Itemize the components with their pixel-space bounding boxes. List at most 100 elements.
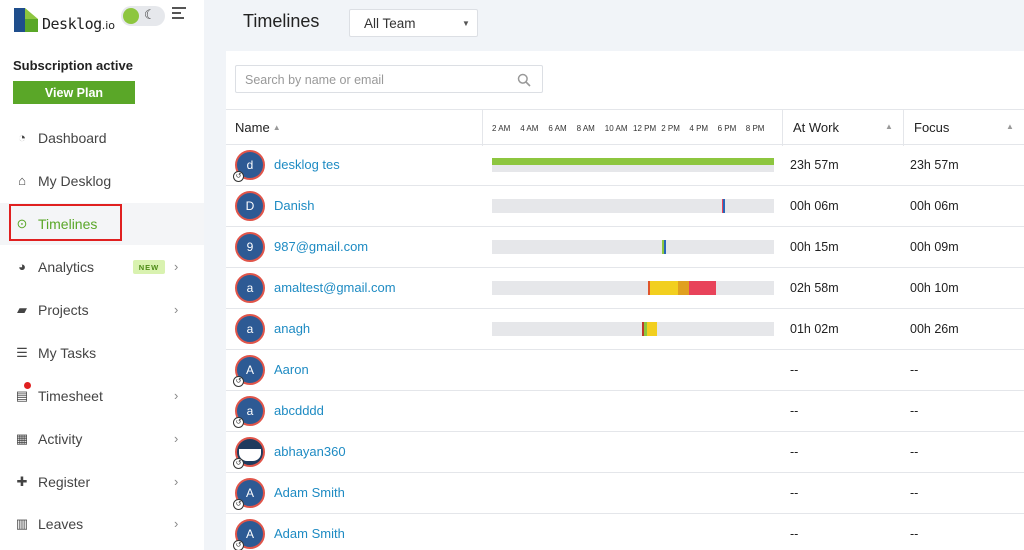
collapse-menu-icon[interactable] bbox=[172, 6, 188, 20]
timesheet-icon: ▤ bbox=[15, 388, 29, 403]
avatar[interactable]: 9 bbox=[235, 232, 265, 262]
avatar-initial: d bbox=[246, 158, 254, 172]
tasks-icon: ☰ bbox=[16, 345, 28, 360]
timeline-segment[interactable] bbox=[647, 322, 657, 336]
search-box[interactable] bbox=[235, 65, 543, 93]
sidebar-item-label: My Desklog bbox=[38, 173, 112, 189]
search-input[interactable] bbox=[245, 71, 505, 89]
history-icon: ↺ bbox=[233, 376, 244, 387]
user-name-link[interactable]: anagh bbox=[274, 321, 311, 336]
atwork-column-header[interactable]: At Work bbox=[793, 120, 839, 135]
sort-icon[interactable]: ▲ bbox=[885, 122, 893, 131]
sidebar-item-leaves[interactable]: ▥ Leaves › bbox=[0, 503, 204, 545]
sort-asc-icon: ▲ bbox=[272, 123, 281, 132]
sort-icon[interactable]: ▲ bbox=[1006, 122, 1014, 131]
timeline-bar[interactable] bbox=[492, 322, 774, 336]
table-row[interactable]: d ↺ desklog tes 23h 57m 23h 57m bbox=[226, 145, 1024, 186]
theme-toggle[interactable]: ☾ bbox=[121, 6, 165, 26]
timeline-segment[interactable] bbox=[644, 322, 648, 336]
user-name-link[interactable]: Adam Smith bbox=[274, 526, 345, 541]
table-row[interactable]: A ↺ Aaron -- -- bbox=[226, 350, 1024, 391]
chevron-right-icon: › bbox=[174, 516, 179, 531]
user-name-link[interactable]: abhayan360 bbox=[274, 444, 346, 459]
avatar[interactable]: a bbox=[235, 273, 265, 303]
search-icon[interactable] bbox=[517, 73, 531, 87]
hour-label: 12 PM bbox=[633, 124, 657, 133]
table-row[interactable]: A ↺ Adam Smith -- -- bbox=[226, 473, 1024, 514]
name-column-header[interactable]: Name ▲ bbox=[235, 120, 281, 135]
user-name-link[interactable]: 987@gmail.com bbox=[274, 239, 369, 254]
avatar[interactable]: a bbox=[235, 314, 265, 344]
focus-column-header[interactable]: Focus bbox=[914, 120, 950, 135]
table-row[interactable]: a amaltest@gmail.com 02h 58m 00h 10m bbox=[226, 268, 1024, 309]
avatar-initial: A bbox=[245, 527, 254, 541]
avatar-initial: 9 bbox=[246, 240, 254, 254]
brand-logo[interactable]: Desklog.io bbox=[14, 8, 204, 34]
timeline-bar[interactable] bbox=[492, 158, 774, 172]
avatar-initial: a bbox=[246, 281, 254, 295]
page-title: Timelines bbox=[243, 11, 320, 31]
timeline-segment[interactable] bbox=[721, 199, 724, 213]
timeline-segment[interactable] bbox=[648, 281, 650, 295]
at-work-value: -- bbox=[790, 363, 799, 377]
hour-label: 4 PM bbox=[689, 124, 709, 133]
view-plan-button[interactable]: View Plan bbox=[13, 81, 135, 104]
hour-scale: 2 AM 4 AM 6 AM 8 AM 10 AM 12 PM 2 PM 4 PM 6 PM 8 … bbox=[492, 124, 776, 136]
user-name-link[interactable]: desklog tes bbox=[274, 157, 340, 172]
timeline-bar[interactable] bbox=[492, 281, 774, 295]
chevron-right-icon: › bbox=[174, 388, 179, 403]
hour-label: 6 PM bbox=[717, 124, 737, 133]
table-row[interactable]: 9 987@gmail.com 00h 15m 00h 09m bbox=[226, 227, 1024, 268]
sidebar-item-register[interactable]: ✚ Register › bbox=[0, 461, 204, 503]
timeline-bar[interactable] bbox=[492, 199, 774, 213]
at-work-value: 00h 06m bbox=[790, 199, 839, 213]
dashboard-icon: ◔ bbox=[18, 130, 26, 145]
hour-label: 8 PM bbox=[745, 124, 765, 133]
sidebar-item-timelines[interactable]: ⊙ Timelines bbox=[0, 203, 204, 245]
table-row[interactable]: a ↺ abcdddd -- -- bbox=[226, 391, 1024, 432]
hour-label: 2 PM bbox=[661, 124, 680, 133]
sidebar-item-my-tasks[interactable]: ☰ My Tasks bbox=[0, 332, 204, 374]
user-name-link[interactable]: abcdddd bbox=[274, 403, 324, 418]
timeline-segment[interactable] bbox=[662, 240, 664, 254]
timeline-segment[interactable] bbox=[649, 281, 679, 295]
sidebar-item-analytics[interactable]: ◕ Analytics › bbox=[0, 246, 204, 288]
timeline-segment[interactable] bbox=[642, 322, 645, 336]
sidebar-item-dashboard[interactable]: ◔ Dashboard bbox=[0, 117, 204, 159]
table-row[interactable]: D Danish 00h 06m 00h 06m bbox=[226, 186, 1024, 227]
timeline-segment[interactable] bbox=[678, 281, 690, 295]
sidebar-item-label: Leaves bbox=[38, 516, 84, 532]
highlight-box bbox=[9, 204, 122, 241]
team-select[interactable]: All Team ▼ bbox=[349, 9, 478, 37]
clock-icon: ⊙ bbox=[16, 216, 28, 231]
sidebar-item-projects[interactable]: ▰ Projects › bbox=[0, 289, 204, 331]
sidebar-item-label: Projects bbox=[38, 302, 89, 318]
user-name-link[interactable]: Adam Smith bbox=[274, 485, 345, 500]
table-row[interactable]: ↺ abhayan360 -- -- bbox=[226, 432, 1024, 473]
table-row[interactable]: A ↺ Adam Smith -- -- bbox=[226, 514, 1024, 550]
focus-value: 23h 57m bbox=[910, 158, 959, 172]
sidebar: Desklog.io ☾ Subscription active View Pl… bbox=[0, 0, 204, 550]
focus-value: -- bbox=[910, 445, 919, 459]
sidebar-item-label: My Tasks bbox=[38, 345, 97, 361]
timeline-segment[interactable] bbox=[723, 199, 726, 213]
at-work-value: -- bbox=[790, 527, 799, 541]
timeline-segment[interactable] bbox=[689, 281, 717, 295]
sidebar-item-activity[interactable]: ▦ Activity › bbox=[0, 418, 204, 460]
table-row[interactable]: a anagh 01h 02m 00h 26m bbox=[226, 309, 1024, 350]
hour-label: 8 AM bbox=[576, 124, 595, 133]
at-work-value: 02h 58m bbox=[790, 281, 839, 295]
avatar[interactable]: D bbox=[235, 191, 265, 221]
calendar-icon: ▥ bbox=[15, 516, 29, 531]
user-name-link[interactable]: Aaron bbox=[274, 362, 309, 377]
focus-value: -- bbox=[910, 527, 919, 541]
timelines-panel: Name▲ 2 AM 4 AM 6 AM 8 AM 10 AM 12 PM 2 PM 4 PM… bbox=[226, 51, 1024, 550]
timeline-segment[interactable] bbox=[664, 240, 666, 254]
team-select-value: All Team bbox=[364, 16, 416, 31]
user-name-link[interactable]: Danish bbox=[274, 198, 315, 213]
user-name-link[interactable]: amaltest@gmail.com bbox=[274, 280, 396, 295]
timeline-bar[interactable] bbox=[492, 240, 774, 254]
timeline-segment[interactable] bbox=[492, 158, 774, 165]
sidebar-item-timesheet[interactable]: ▤ Timesheet › bbox=[0, 375, 204, 417]
sidebar-item-my-desklog[interactable]: ⌂ My Desklog bbox=[0, 160, 204, 202]
